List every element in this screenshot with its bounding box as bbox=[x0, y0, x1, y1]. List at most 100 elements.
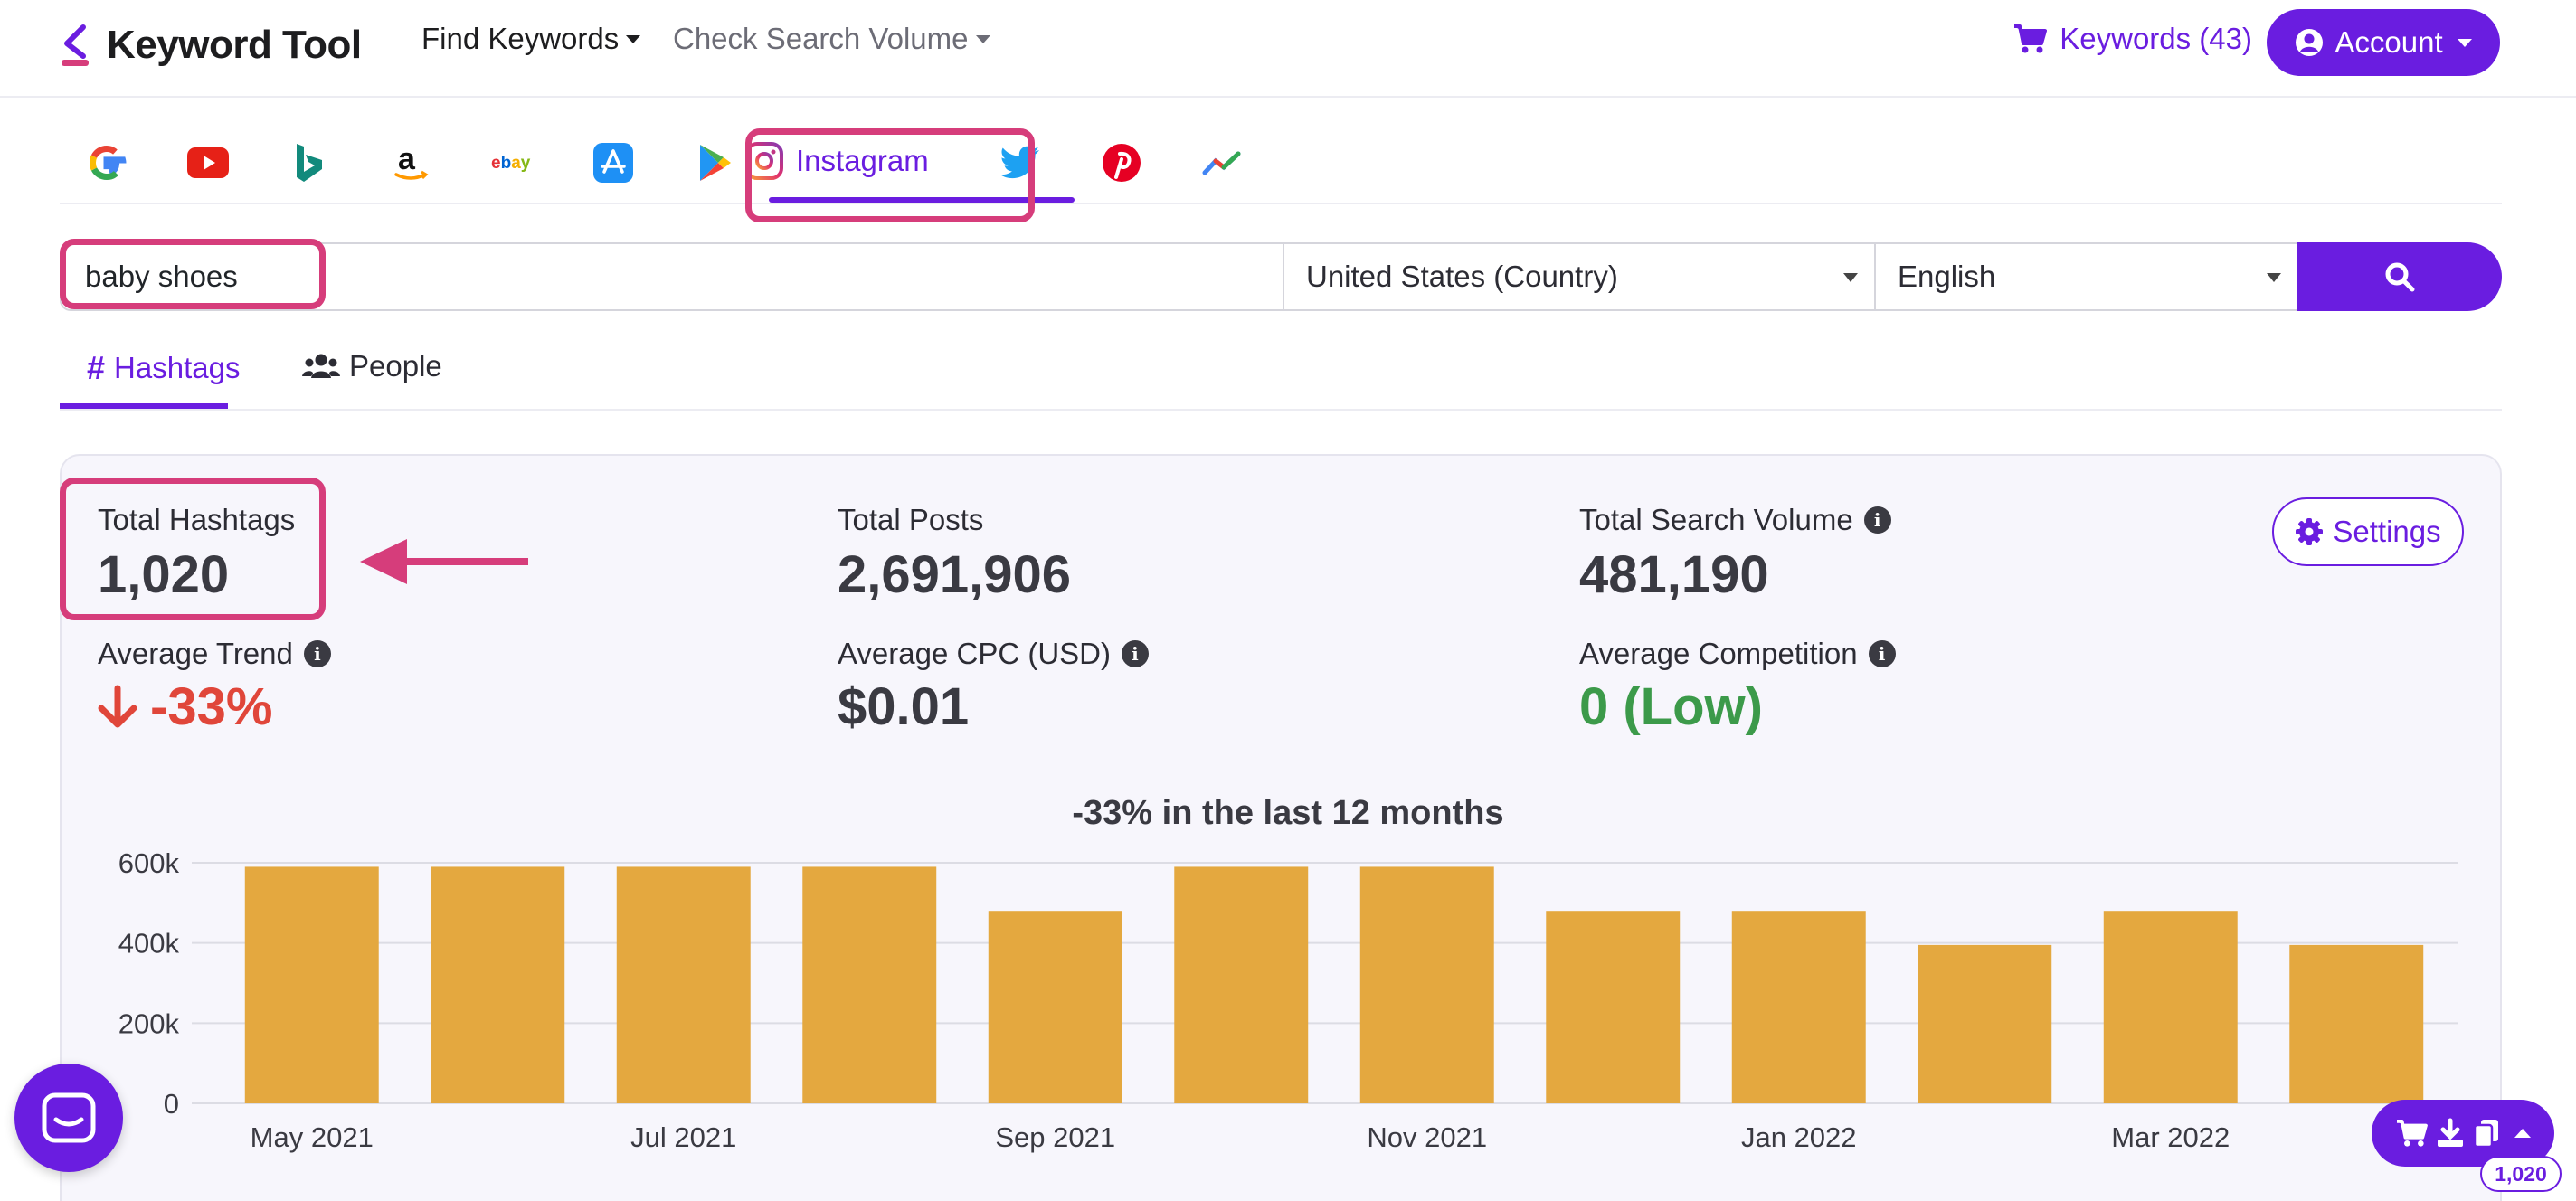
bing-icon[interactable] bbox=[284, 137, 335, 188]
bar bbox=[616, 866, 751, 1103]
trends-icon[interactable] bbox=[1198, 137, 1248, 188]
gear-icon bbox=[2296, 518, 2324, 545]
y-tick-label: 600k bbox=[118, 847, 180, 879]
chat-widget-button[interactable] bbox=[14, 1064, 123, 1172]
nav-find-keywords-label: Find Keywords bbox=[421, 22, 620, 55]
tab-hashtags[interactable]: # Hashtags bbox=[87, 349, 240, 387]
total-posts-label: Total Posts bbox=[838, 503, 983, 537]
account-button[interactable]: Account bbox=[2267, 9, 2500, 76]
instagram-icon bbox=[745, 142, 783, 180]
chevron-down-icon bbox=[1843, 273, 1858, 282]
x-tick-label: Nov 2021 bbox=[1367, 1121, 1487, 1153]
keyword-search-input[interactable] bbox=[60, 242, 1283, 311]
chevron-down-icon bbox=[975, 34, 990, 43]
result-count-badge: 1,020 bbox=[2480, 1156, 2562, 1192]
users-icon bbox=[302, 354, 340, 378]
total-posts-value: 2,691,906 bbox=[838, 545, 1072, 604]
y-tick-label: 0 bbox=[164, 1088, 179, 1120]
amazon-icon[interactable]: a bbox=[385, 137, 436, 188]
info-icon[interactable]: i bbox=[303, 640, 331, 667]
x-tick-label: Jan 2022 bbox=[1741, 1121, 1857, 1153]
arrow-down-icon bbox=[98, 685, 137, 727]
copy-icon[interactable] bbox=[2473, 1118, 2500, 1149]
country-select-value: United States (Country) bbox=[1306, 260, 1618, 293]
app-store-icon[interactable] bbox=[588, 137, 639, 188]
chart-title: -33% in the last 12 months bbox=[1072, 794, 1504, 832]
average-trend-label: Average Trend i bbox=[98, 637, 331, 671]
active-tab-indicator bbox=[769, 197, 1075, 203]
bar bbox=[2289, 944, 2424, 1103]
tab-hashtags-label: Hashtags bbox=[114, 351, 241, 384]
average-trend-label-text: Average Trend bbox=[98, 637, 293, 670]
cart-icon[interactable] bbox=[2395, 1119, 2428, 1148]
total-hashtags-value: 1,020 bbox=[98, 545, 230, 604]
x-tick-label: Mar 2022 bbox=[2111, 1121, 2230, 1153]
bar bbox=[1918, 944, 2052, 1103]
download-icon[interactable] bbox=[2435, 1118, 2466, 1149]
result-tabs: # Hashtags People bbox=[60, 335, 2502, 411]
y-tick-label: 200k bbox=[118, 1007, 180, 1039]
total-search-volume-label-text: Total Search Volume bbox=[1579, 503, 1853, 536]
bar bbox=[988, 911, 1122, 1103]
x-tick-label: Jul 2021 bbox=[630, 1121, 736, 1153]
chevron-down-icon bbox=[626, 34, 641, 43]
info-icon[interactable]: i bbox=[1863, 506, 1891, 534]
bar bbox=[244, 866, 379, 1103]
info-icon[interactable]: i bbox=[1868, 640, 1896, 667]
settings-label: Settings bbox=[2333, 515, 2441, 548]
average-trend-value: -33% bbox=[98, 676, 272, 737]
average-competition-label-text: Average Competition bbox=[1579, 637, 1858, 670]
brand-name: Keyword Tool bbox=[107, 23, 362, 67]
svg-text:ebay: ebay bbox=[491, 154, 531, 173]
twitter-icon[interactable] bbox=[995, 137, 1046, 188]
bar bbox=[1359, 866, 1494, 1103]
nav-check-search-volume-label: Check Search Volume bbox=[673, 22, 969, 55]
user-circle-icon bbox=[2296, 29, 2324, 56]
x-tick-label: Sep 2021 bbox=[995, 1121, 1115, 1153]
active-tab-indicator bbox=[60, 403, 228, 409]
settings-button[interactable]: Settings bbox=[2272, 497, 2464, 566]
keywords-cart-label: Keywords (43) bbox=[2060, 22, 2252, 55]
chevron-down-icon bbox=[2267, 273, 2281, 282]
country-select[interactable]: United States (Country) bbox=[1283, 242, 1876, 311]
x-tick-label: May 2021 bbox=[251, 1121, 374, 1153]
arrow-left-icon bbox=[360, 539, 528, 584]
play-store-icon[interactable] bbox=[689, 137, 740, 188]
keywords-cart-link[interactable]: Keywords (43) bbox=[2012, 22, 2252, 56]
nav-check-search-volume[interactable]: Check Search Volume bbox=[673, 22, 990, 56]
tab-instagram[interactable]: Instagram bbox=[745, 130, 929, 192]
average-trend-value-text: -33% bbox=[150, 677, 273, 736]
caret-up-icon[interactable] bbox=[2514, 1129, 2531, 1138]
platform-tabs: a ebay Instagram bbox=[60, 121, 2502, 204]
hashtag-icon: # bbox=[87, 349, 106, 386]
bar bbox=[802, 866, 937, 1103]
search-icon bbox=[2385, 262, 2415, 292]
average-cpc-value: $0.01 bbox=[838, 677, 970, 736]
language-select-value: English bbox=[1898, 260, 1996, 293]
cart-icon bbox=[2014, 24, 2048, 53]
search-button[interactable] bbox=[2297, 242, 2502, 311]
top-navbar: Keyword Tool Find Keywords Check Search … bbox=[0, 0, 2576, 98]
trend-bar-chart: 0 200k 400k 600k May 2021 Jul 2021 Sep 2021 Nov… bbox=[118, 847, 2458, 1153]
total-posts-label-text: Total Posts bbox=[838, 503, 984, 536]
bar bbox=[1546, 911, 1681, 1103]
search-form: United States (Country) English bbox=[60, 242, 2502, 311]
nav-find-keywords[interactable]: Find Keywords bbox=[421, 22, 641, 56]
total-search-volume-value: 481,190 bbox=[1579, 545, 1769, 604]
average-cpc-label-text: Average CPC (USD) bbox=[838, 637, 1111, 670]
google-icon[interactable] bbox=[81, 137, 132, 188]
ebay-icon[interactable]: ebay bbox=[487, 137, 537, 188]
bar bbox=[431, 866, 565, 1103]
brand-logo[interactable]: Keyword Tool bbox=[58, 16, 362, 74]
tab-people[interactable]: People bbox=[302, 349, 442, 383]
chat-icon bbox=[42, 1092, 96, 1143]
bar bbox=[1731, 911, 1866, 1103]
total-hashtags-label-text: Total Hashtags bbox=[98, 503, 296, 536]
youtube-icon[interactable] bbox=[183, 137, 233, 188]
pinterest-icon[interactable] bbox=[1096, 137, 1147, 188]
average-competition-label: Average Competition i bbox=[1579, 637, 1896, 671]
info-icon[interactable]: i bbox=[1121, 640, 1149, 667]
tab-instagram-label: Instagram bbox=[796, 144, 929, 177]
language-select[interactable]: English bbox=[1876, 242, 2299, 311]
account-label: Account bbox=[2334, 25, 2443, 59]
